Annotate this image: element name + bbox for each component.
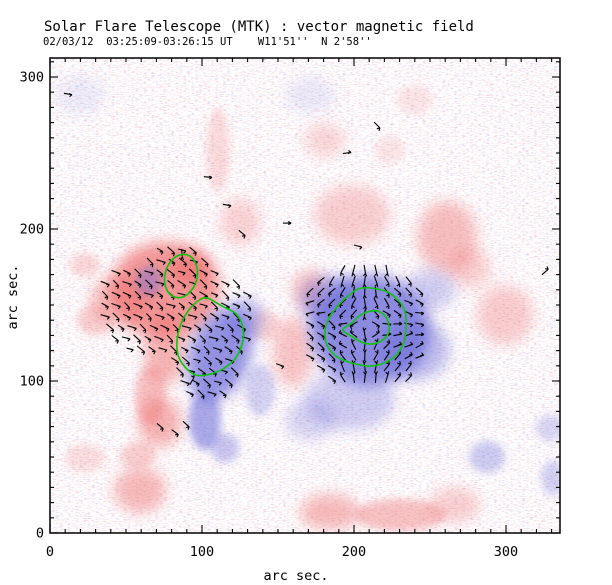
- x-tick-label: 200: [342, 544, 366, 560]
- contour-layer: [163, 253, 408, 377]
- y-tick-label: 100: [20, 374, 44, 390]
- chart-subtitle: 02/03/12 03:25:09-03:26:15 UT W11'51'' N…: [43, 36, 372, 48]
- chart-title: Solar Flare Telescope (MTK) : vector mag…: [44, 19, 474, 35]
- axes-layer: 0 100 200 300 0 100 200 300: [20, 57, 561, 560]
- y-tick-label: 0: [36, 526, 44, 542]
- x-tick-label: 0: [46, 544, 54, 560]
- y-tick-label: 200: [20, 222, 44, 238]
- y-tick-label: 300: [20, 70, 44, 86]
- x-axis-title: arc sec.: [263, 568, 329, 584]
- x-tick-label: 100: [190, 544, 214, 560]
- y-axis-title: arc sec.: [5, 264, 21, 330]
- x-tick-label: 300: [494, 544, 518, 560]
